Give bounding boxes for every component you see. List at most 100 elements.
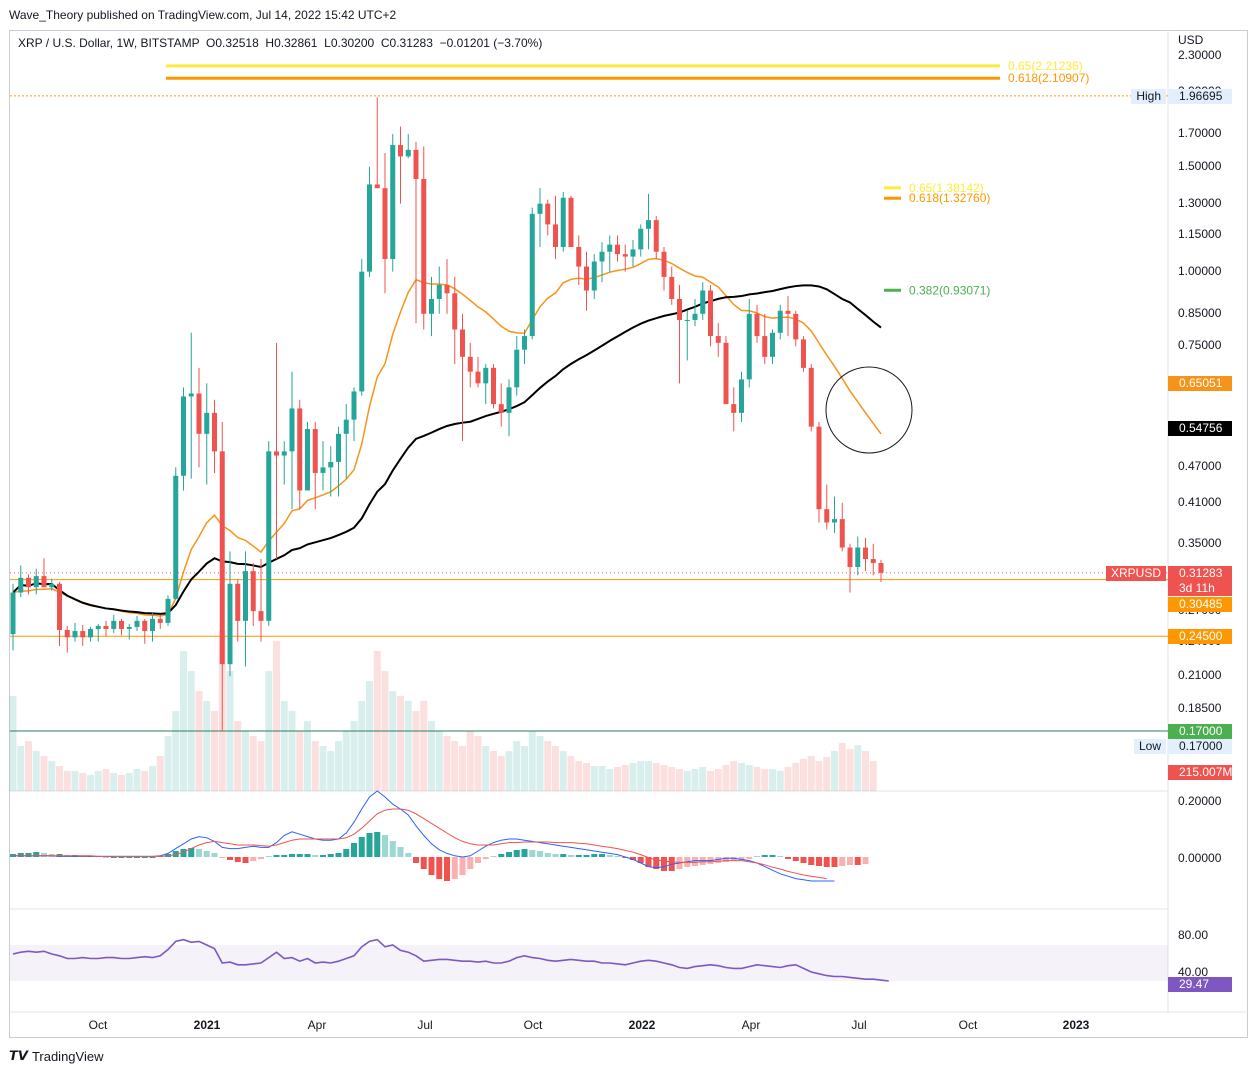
candle [103,620,109,637]
candle-body [692,313,698,320]
candle-body [460,329,465,357]
volume-bar [838,743,846,791]
candle [514,336,520,396]
volume-bar [784,767,792,791]
candle-body [785,310,791,314]
candle [669,266,675,305]
volume-bar [32,751,40,791]
candle-body [576,246,582,267]
volume-bar [342,731,350,791]
candle-body [243,571,248,621]
volume-bar [404,701,412,791]
candle [545,199,551,236]
candle [18,565,24,598]
volume-bar [118,775,125,791]
volume-bar [575,761,583,791]
macd-histogram-bar [250,857,257,861]
candle [855,536,861,576]
candle [801,336,806,372]
price-tag-title: Low [1133,739,1166,754]
volume-bar [296,731,304,791]
volume-bar [203,701,211,791]
candle [506,379,512,437]
volume-bar [668,767,676,791]
volume-bar [133,769,141,791]
macd-histogram-bar [436,857,443,879]
tradingview-logo-icon: 𝙏𝙑 [9,1048,28,1063]
price-tag-label: 0.30485 [1168,597,1232,612]
candle [661,246,667,291]
candle-body [258,611,264,621]
macd-histogram-bar [196,849,202,857]
volume-bar [676,769,683,791]
volume-bar [621,765,629,791]
volume-bar [40,756,48,791]
volume-bar [102,769,110,791]
candle-body [188,393,194,397]
candle [398,126,403,204]
candle [878,559,884,583]
candle-body [212,412,217,452]
macd-histogram-bar [467,857,474,869]
candle [731,387,737,432]
volume-bar [614,767,621,791]
candle-body [816,426,822,510]
volume-bar [304,721,311,791]
candle-body [591,261,597,291]
macd-histogram-bar [149,857,156,858]
macd-histogram-bar [33,852,40,857]
candle [336,426,341,497]
time-axis-tick: 2021 [193,1018,221,1032]
macd-histogram-bar [839,857,846,866]
volume-bar [590,766,598,791]
candle-body [80,631,86,638]
candle-body [235,583,241,621]
candle-body [204,412,210,434]
macd-histogram-bar [529,850,536,857]
candle-body [10,592,16,635]
volume-bar [660,765,668,791]
volume-bar [428,721,435,791]
highlight-circle [825,366,913,454]
candle-body [119,620,124,629]
volume-bar [823,757,831,791]
macd-histogram-bar [234,857,241,862]
macd-histogram-bar [41,853,47,857]
macd-histogram-bar [428,857,435,875]
time-axis-tick: Jul [851,1018,867,1032]
volume-bar [776,771,784,791]
price-tag-title: High [1131,89,1166,105]
candle-body [173,475,179,599]
volume-bar [311,741,319,791]
macd-histogram-bar [769,855,776,857]
price-axis-tick: 0.75000 [1178,338,1222,353]
macd-histogram-bar [568,855,574,857]
candle-body [537,203,543,214]
macd-histogram-bar [203,851,210,857]
macd-histogram-bar [358,837,365,857]
volume-bar [435,731,443,791]
tradingview-logo[interactable]: 𝙏𝙑 TradingView [9,1048,103,1064]
candle [235,579,241,642]
macd-histogram-bar [552,854,559,857]
candle [444,259,450,314]
price-tag-label: 1.96695 [1168,89,1232,105]
candle [746,298,752,388]
candle [700,282,706,320]
candle-body [653,220,659,252]
candle-body [436,284,442,299]
candle [305,421,310,491]
price-axis-tick: 0.85000 [1178,305,1222,320]
candle [429,276,434,337]
candle [785,296,791,337]
candle-body [111,620,117,629]
volume-bar [854,745,862,791]
price-axis-currency: USD [1178,33,1204,47]
candle-body [305,429,310,491]
candle [615,235,620,262]
macd-histogram-bar [273,855,280,857]
volume-bar [800,759,807,791]
volume-bar [412,711,420,791]
candle [258,559,264,642]
